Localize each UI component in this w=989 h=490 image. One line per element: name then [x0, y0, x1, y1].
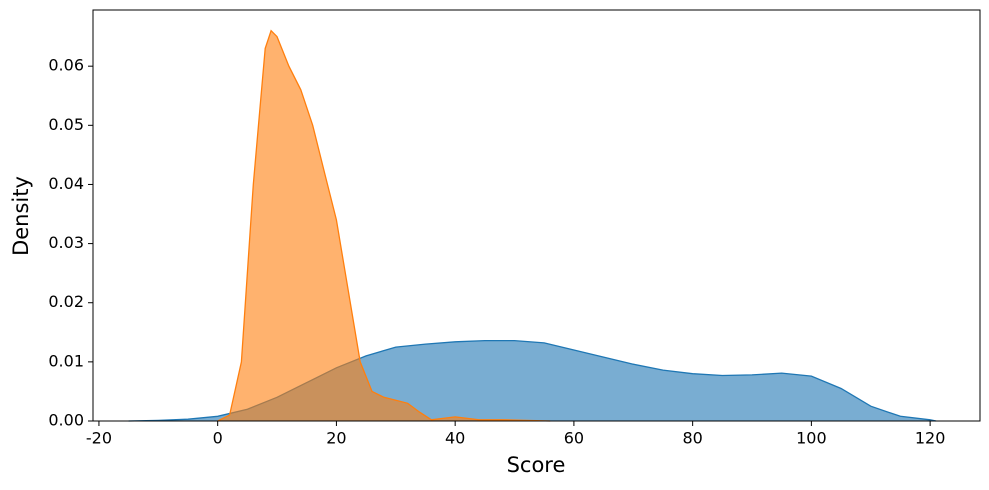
x-tick-label: 0	[213, 429, 223, 448]
x-tick-label: 80	[682, 429, 702, 448]
density-line	[217, 29, 551, 422]
y-tick-label: 0.02	[48, 292, 84, 311]
x-tick-label: 20	[326, 429, 346, 448]
y-tick-label: 0.00	[48, 411, 84, 430]
density-area	[217, 30, 551, 421]
y-tick-label: 0.03	[48, 233, 84, 252]
y-tick-label: 0.06	[48, 56, 84, 75]
x-tick-label: 120	[915, 429, 946, 448]
x-tick-label: 40	[445, 429, 465, 448]
y-axis-label: Density	[9, 176, 33, 256]
x-tick-label: 60	[564, 429, 584, 448]
x-axis-label: Score	[507, 453, 566, 477]
x-tick-label: 100	[796, 429, 827, 448]
y-tick-label: 0.05	[48, 115, 84, 134]
plot-frame	[92, 9, 981, 422]
x-tick-label: -20	[86, 429, 112, 448]
y-tick-label: 0.01	[48, 351, 84, 370]
y-tick-label: 0.04	[48, 174, 84, 193]
